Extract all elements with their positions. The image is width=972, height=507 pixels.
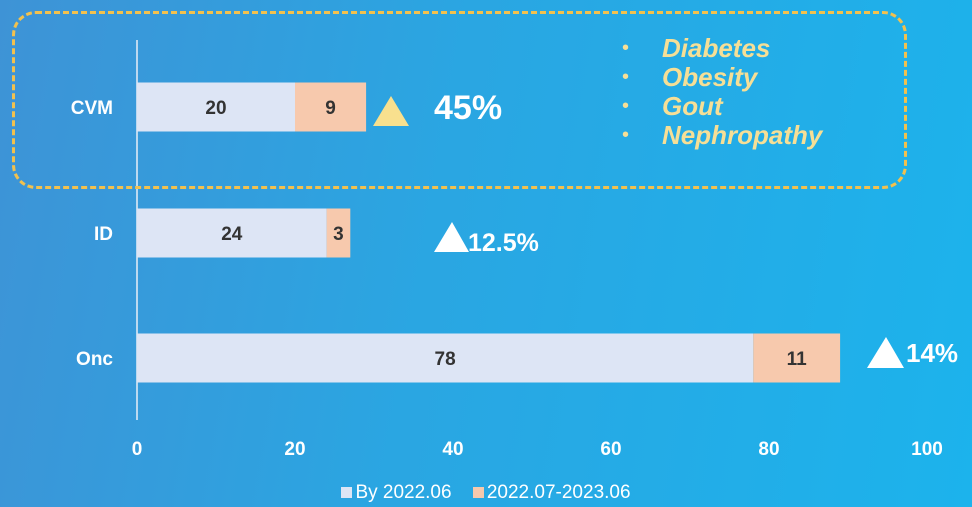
- bullet-icon: •: [622, 124, 630, 146]
- stacked-bar-chart: 0 20 40 60 80 100 CVM 20 9 ID 24 3 Onc 78 11 45% 12.5% 14…: [71, 40, 958, 460]
- condition-item: • Obesity: [622, 63, 822, 92]
- category-label: Onc: [76, 349, 113, 370]
- condition-item: • Nephropathy: [622, 121, 822, 150]
- x-tick-label: 60: [600, 439, 621, 460]
- condition-label: Obesity: [662, 62, 758, 92]
- growth-label: 45%: [434, 89, 502, 127]
- condition-item: • Diabetes: [622, 34, 822, 63]
- conditions-list: • Diabetes • Obesity • Gout • Nephropathy: [622, 34, 822, 150]
- bar-value-label: 20: [205, 98, 226, 119]
- bullet-icon: •: [622, 95, 630, 117]
- growth-label: 12.5%: [468, 229, 539, 257]
- legend-swatch-icon: [341, 487, 353, 498]
- category-label: ID: [94, 224, 113, 245]
- legend-item-series-2: 2022.07-2023.06: [472, 482, 631, 504]
- bar-value-label: 3: [333, 224, 344, 245]
- chart-legend: By 2022.06 2022.07-2023.06: [0, 482, 972, 504]
- legend-label: By 2022.06: [355, 482, 452, 503]
- up-triangle-icon: [373, 96, 409, 126]
- legend-swatch-icon: [472, 487, 484, 498]
- bar-segment: [137, 82, 295, 132]
- bar-segment: [137, 333, 754, 383]
- bar-segment: [326, 208, 351, 258]
- bar-value-label: 24: [221, 224, 243, 245]
- bar-segment: [295, 82, 367, 132]
- up-triangle-icon: [867, 337, 904, 368]
- condition-label: Diabetes: [662, 33, 771, 63]
- legend-label: 2022.07-2023.06: [486, 482, 631, 503]
- bullet-icon: •: [622, 37, 630, 59]
- growth-label: 14%: [906, 338, 958, 368]
- x-tick-label: 20: [284, 439, 305, 460]
- bullet-icon: •: [622, 66, 630, 88]
- bar-value-label: 78: [435, 349, 456, 370]
- condition-label: Nephropathy: [662, 120, 823, 150]
- bar-value-label: 9: [325, 98, 336, 119]
- x-tick-label: 80: [758, 439, 779, 460]
- x-tick-label: 100: [911, 439, 943, 460]
- x-tick-label: 0: [132, 439, 143, 460]
- bar-segment: [137, 208, 327, 258]
- bar-value-label: 11: [787, 349, 808, 370]
- condition-item: • Gout: [622, 92, 822, 121]
- bar-segment: [753, 333, 841, 383]
- callout-dashed-box: [12, 11, 907, 189]
- condition-label: Gout: [662, 91, 723, 121]
- legend-item-series-1: By 2022.06: [341, 482, 452, 504]
- up-triangle-icon: [434, 222, 469, 252]
- category-label: CVM: [71, 98, 113, 119]
- x-tick-label: 40: [442, 439, 463, 460]
